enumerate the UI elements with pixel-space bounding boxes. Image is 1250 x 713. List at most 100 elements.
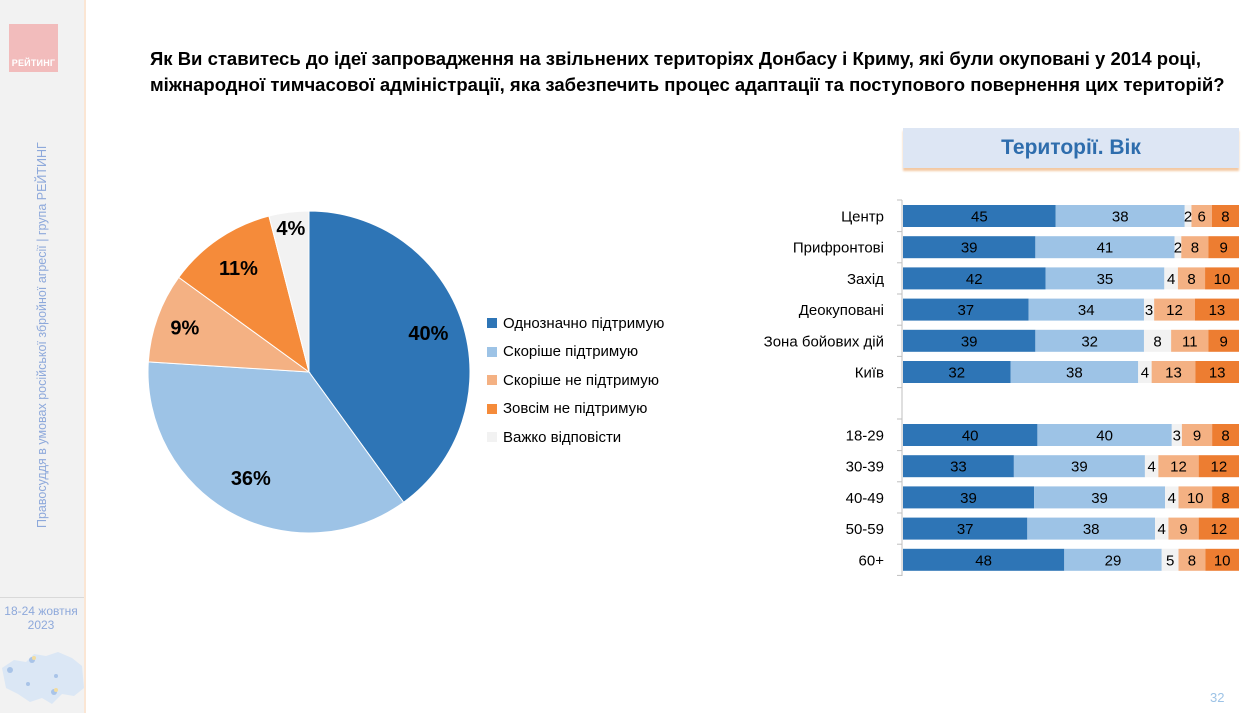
legend-swatch bbox=[487, 318, 497, 329]
bar-segment bbox=[1208, 236, 1239, 259]
bar-value-label: 48 bbox=[975, 552, 992, 569]
pie-slice-label: 40% bbox=[408, 323, 448, 345]
sidebar: РЕЙТИНГ Правосуддя в умовах російської з… bbox=[0, 0, 86, 713]
pie-slice bbox=[268, 210, 310, 373]
bar-segment bbox=[903, 267, 1046, 290]
bar-segment bbox=[1181, 424, 1213, 446]
bar-segment bbox=[1211, 205, 1239, 227]
bar-value-label: 3 bbox=[1145, 302, 1153, 319]
pie-slice bbox=[178, 215, 310, 374]
bar-value-label: 40 bbox=[1096, 428, 1113, 445]
bar-segment bbox=[1154, 298, 1195, 321]
bar-value-label: 2 bbox=[1174, 240, 1182, 257]
bar-value-label: 11 bbox=[1182, 333, 1198, 350]
category-label: 60+ bbox=[859, 552, 885, 569]
bar-segment bbox=[1208, 329, 1239, 352]
bar-segment bbox=[1177, 267, 1206, 290]
legend-item: Скоріше підтримую bbox=[487, 338, 664, 367]
bar-segment bbox=[1195, 361, 1239, 383]
bar-value-label: 6 bbox=[1197, 209, 1205, 226]
bar-segment bbox=[1212, 424, 1239, 446]
bar-segment bbox=[1144, 455, 1159, 478]
category-label: Прифронтові bbox=[793, 240, 884, 257]
pie-slice bbox=[147, 361, 405, 534]
bar-segment bbox=[1161, 548, 1179, 571]
legend-item: Важко відповісти bbox=[487, 423, 664, 452]
category-label: 50-59 bbox=[846, 521, 884, 538]
bar-value-label: 45 bbox=[971, 209, 988, 226]
ukraine-map-icon bbox=[2, 652, 84, 704]
category-label: 18-29 bbox=[846, 428, 884, 445]
bar-value-label: 9 bbox=[1220, 240, 1228, 257]
logo-text: РЕЙТИНГ bbox=[11, 58, 56, 68]
bar-value-label: 40 bbox=[962, 428, 979, 445]
bar-value-label: 39 bbox=[960, 490, 977, 507]
bar-segment bbox=[1171, 424, 1182, 446]
bar-segment bbox=[1035, 329, 1144, 352]
bar-value-label: 39 bbox=[1091, 490, 1108, 507]
bar-segment bbox=[903, 455, 1014, 478]
bar-segment bbox=[1174, 236, 1182, 259]
bar-value-label: 37 bbox=[957, 521, 974, 538]
bar-value-label: 8 bbox=[1188, 552, 1196, 569]
legend-label: Важко відповісти bbox=[503, 428, 622, 446]
pie-legend: Однозначно підтримую Скоріше підтримую Ско… bbox=[487, 309, 664, 452]
bar-value-label: 9 bbox=[1179, 521, 1187, 538]
legend-label: Зовсім не підтримую bbox=[503, 400, 648, 418]
bar-segment bbox=[1164, 267, 1178, 290]
bar-segment bbox=[1178, 548, 1206, 571]
bar-value-label: 34 bbox=[1078, 302, 1095, 319]
bar-value-label: 8 bbox=[1221, 428, 1229, 445]
bar-value-label: 32 bbox=[948, 365, 965, 382]
legend-label: Однозначно підтримую bbox=[503, 314, 665, 332]
bar-segment bbox=[1035, 236, 1175, 259]
bar-value-label: 35 bbox=[1097, 271, 1114, 288]
bar-value-label: 8 bbox=[1187, 271, 1195, 288]
bar-segment bbox=[1138, 361, 1152, 383]
bar-value-label: 10 bbox=[1214, 552, 1231, 569]
category-header: Території. Вік bbox=[903, 128, 1239, 168]
bar-segment bbox=[1027, 517, 1155, 540]
bar-value-label: 8 bbox=[1191, 240, 1199, 257]
legend-label: Скоріше не підтримую bbox=[503, 371, 659, 389]
bar-segment bbox=[1155, 517, 1169, 540]
legend-swatch bbox=[487, 346, 497, 357]
bar-value-label: 32 bbox=[1081, 333, 1098, 350]
bar-value-label: 38 bbox=[1083, 521, 1100, 538]
bar-value-label: 8 bbox=[1221, 209, 1229, 226]
legend-label: Скоріше підтримую bbox=[503, 343, 639, 361]
category-label: Київ bbox=[855, 365, 884, 382]
bar-value-label: 4 bbox=[1147, 459, 1155, 476]
rating-logo: РЕЙТИНГ bbox=[9, 24, 58, 72]
bar-value-label: 42 bbox=[966, 271, 983, 288]
bar-value-label: 12 bbox=[1210, 459, 1227, 476]
pie-slice-label: 4% bbox=[276, 218, 305, 240]
bar-value-label: 9 bbox=[1220, 333, 1228, 350]
bar-value-label: 37 bbox=[957, 302, 974, 319]
bar-value-label: 8 bbox=[1153, 333, 1161, 350]
bar-segment bbox=[1143, 298, 1155, 321]
bar-value-label: 10 bbox=[1187, 490, 1204, 507]
bar-value-label: 13 bbox=[1209, 302, 1226, 319]
bar-value-label: 5 bbox=[1166, 552, 1174, 569]
legend-item: Зовсім не підтримую bbox=[487, 395, 664, 424]
bar-segment bbox=[1171, 329, 1209, 352]
category-label: 40-49 bbox=[846, 490, 884, 507]
bar-value-label: 10 bbox=[1214, 271, 1231, 288]
bar-value-label: 4 bbox=[1168, 490, 1176, 507]
category-label: Зона бойових дій bbox=[764, 333, 884, 350]
bar-value-label: 13 bbox=[1165, 365, 1182, 382]
bar-segment bbox=[903, 361, 1011, 383]
survey-dates: 18-24 жовтня 2023 bbox=[0, 604, 86, 632]
bar-segment bbox=[903, 548, 1065, 571]
pie-slice bbox=[147, 276, 311, 373]
bar-segment bbox=[903, 205, 1056, 227]
bar-value-label: 41 bbox=[1097, 240, 1114, 257]
sidebar-divider bbox=[0, 597, 84, 598]
pie-slice-label: 36% bbox=[231, 468, 271, 490]
bar-segment bbox=[1212, 486, 1239, 509]
bar-value-label: 29 bbox=[1105, 552, 1122, 569]
bar-segment bbox=[1158, 455, 1199, 478]
bar-value-label: 13 bbox=[1209, 365, 1226, 382]
